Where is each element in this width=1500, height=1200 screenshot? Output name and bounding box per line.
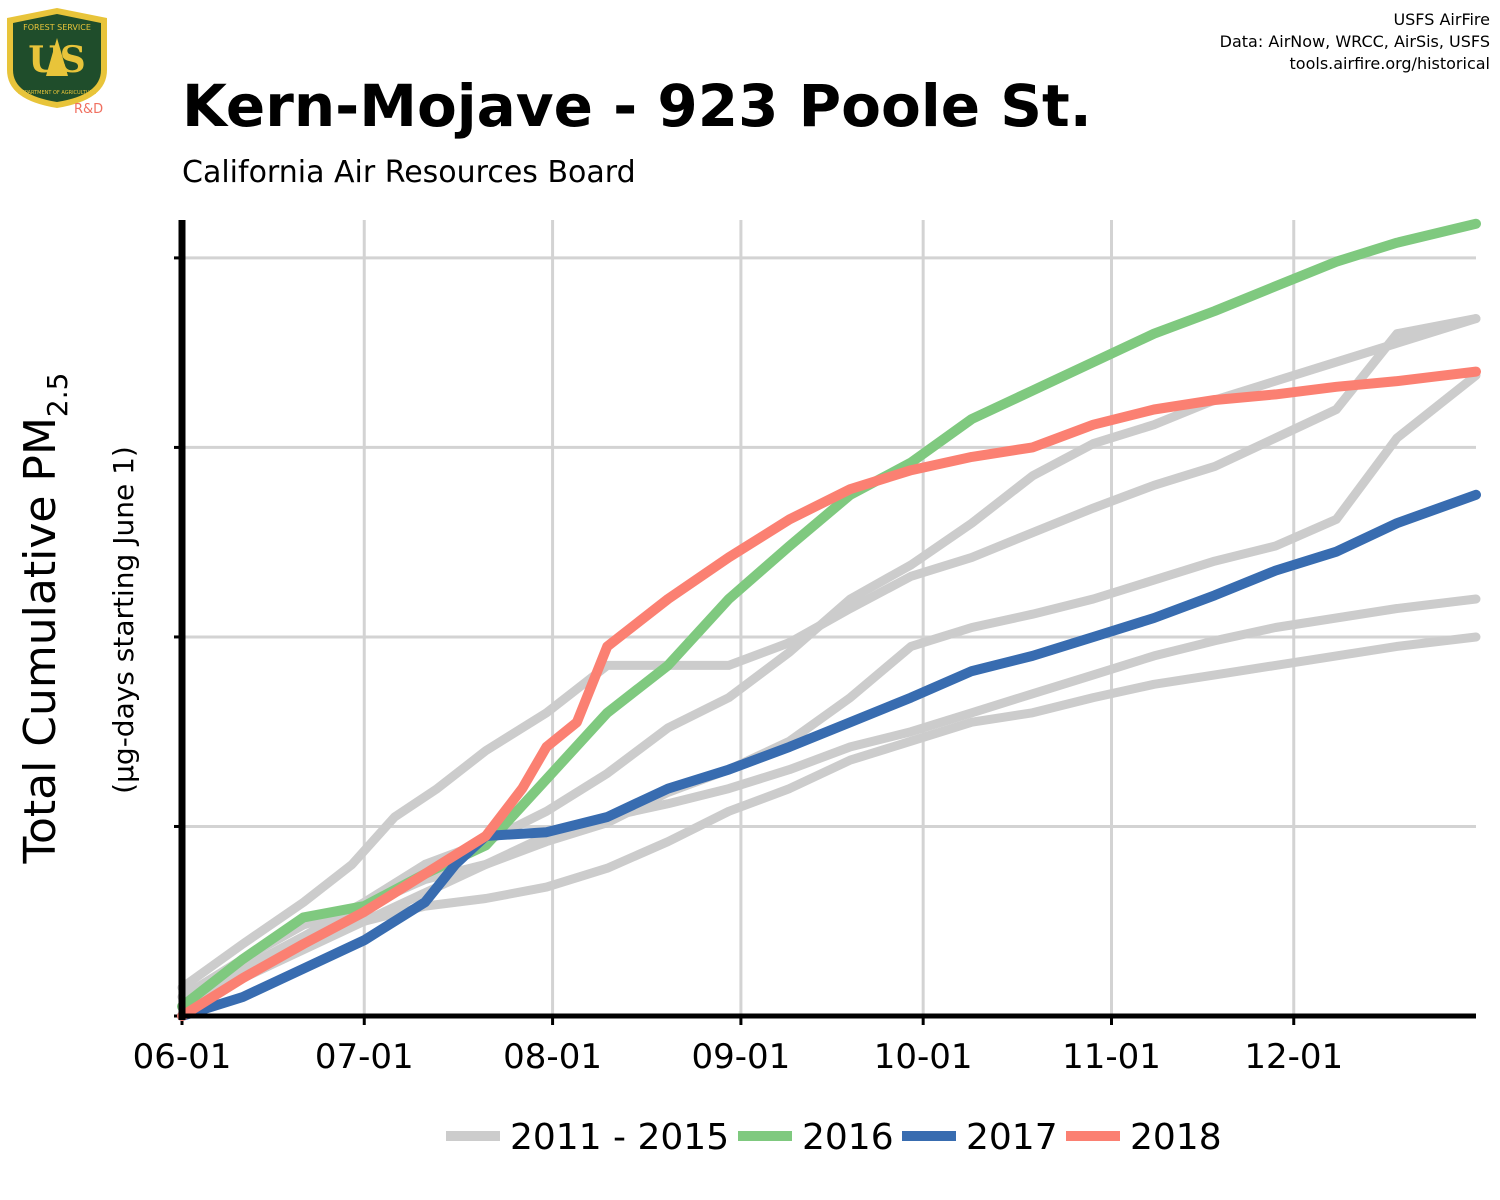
logo-sublabel: R&D [74, 102, 103, 117]
x-tick-label-2: 08-01 [503, 1037, 602, 1077]
legend-label-1: 2016 [802, 1117, 894, 1158]
legend-label-0: 2011 - 2015 [510, 1117, 729, 1158]
logo-ring-text: FOREST SERVICE [23, 23, 91, 32]
background-series-line-2 [177, 314, 1481, 1011]
y-axis-subtitle: (µg-days starting June 1) [107, 446, 140, 794]
x-tick-label-4: 10-01 [874, 1037, 973, 1077]
plot-area: 06-01 07-01 08-01 09-01 10-01 11-01 12-01 Total… [15, 218, 1481, 1077]
background-series-line-4 [177, 594, 1481, 1011]
x-tick-label-3: 09-01 [692, 1037, 791, 1077]
credit-line-3: tools.airfire.org/historical [1289, 54, 1490, 73]
credit-line-2: Data: AirNow, WRCC, AirSis, USFS [1219, 32, 1490, 51]
background-series-line-3 [177, 632, 1481, 1011]
legend: 2011 - 2015 2016 2017 2018 [446, 1117, 1222, 1158]
x-tick-label-0: 06-01 [133, 1037, 232, 1077]
chart-title: Kern-Mojave - 923 Poole St. [182, 72, 1092, 140]
logo-tree-icon [46, 38, 68, 76]
series-line-2018 [177, 366, 1481, 1021]
logo-ring-bottom: DEPARTMENT OF AGRICULTURE [18, 90, 96, 96]
legend-label-2: 2017 [966, 1117, 1058, 1158]
y-axis-title: Total Cumulative PM2.5 [15, 373, 74, 865]
x-tick-label-6: 12-01 [1244, 1037, 1343, 1077]
x-tick-label-1: 07-01 [315, 1037, 414, 1077]
forest-service-logo: FOREST SERVICE US DEPARTMENT OF AGRICULT… [7, 8, 107, 117]
x-tick-label-5: 11-01 [1062, 1037, 1161, 1077]
legend-label-3: 2018 [1130, 1117, 1222, 1158]
credit-line-1: USFS AirFire [1393, 10, 1490, 29]
series-line-2017 [177, 489, 1481, 1021]
chart-subtitle: California Air Resources Board [182, 155, 636, 190]
background-series-line-0 [177, 314, 1481, 993]
